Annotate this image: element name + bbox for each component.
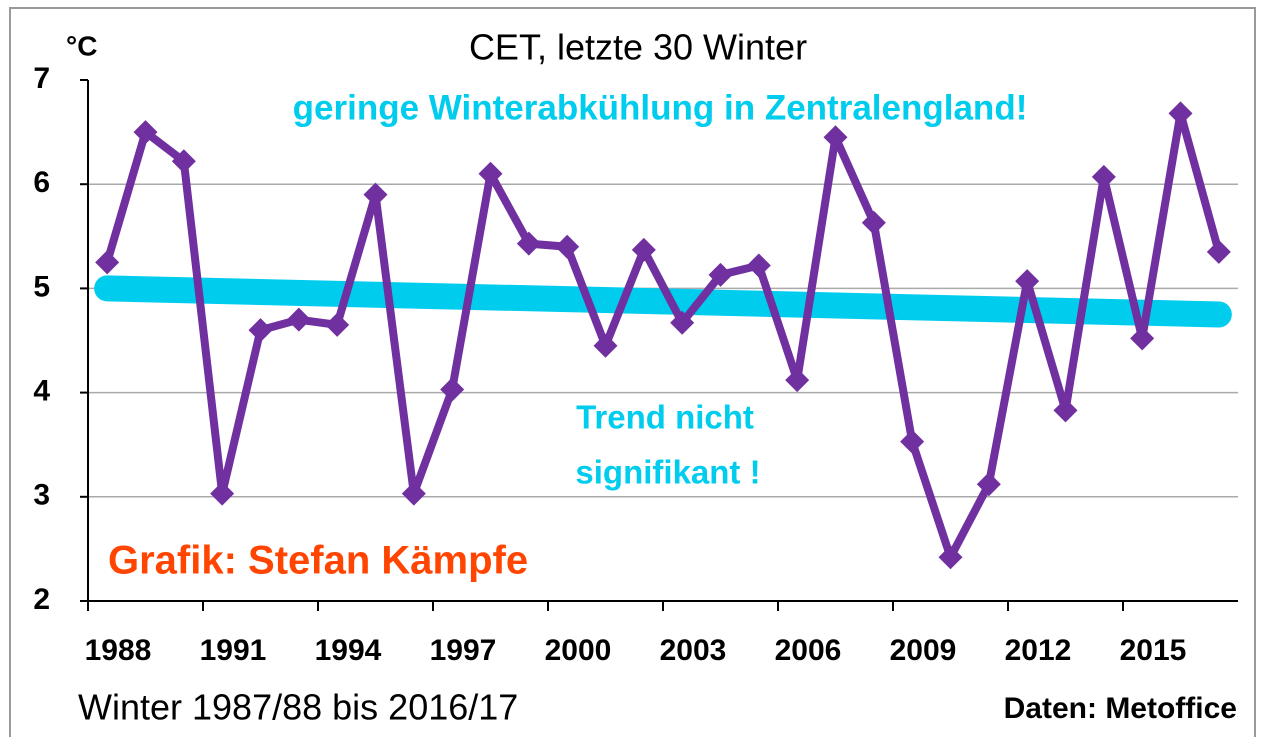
point: [861, 210, 886, 235]
point: [133, 120, 158, 145]
point: [1168, 101, 1193, 126]
y-tick-label: 7: [33, 62, 50, 95]
point: [401, 481, 426, 506]
annotation: signifikant !: [575, 454, 760, 491]
x-tick-label: 1994: [315, 634, 382, 667]
x-tick-label: 2012: [1005, 634, 1072, 667]
point: [785, 368, 810, 393]
point: [593, 333, 618, 358]
x-tick-label: 2015: [1120, 634, 1187, 667]
frame: [9, 7, 1256, 742]
x-tick-label: 2003: [660, 634, 727, 667]
x-tick-label: 1991: [200, 634, 267, 667]
point: [363, 182, 388, 207]
point: [171, 149, 196, 174]
y-tick-label: 6: [33, 166, 50, 199]
marks: [94, 101, 1232, 570]
chart-title: CET, letzte 30 Winter: [469, 27, 807, 68]
point: [1015, 269, 1040, 294]
y-tick-label: 5: [33, 270, 50, 303]
point: [1130, 326, 1155, 351]
point: [210, 481, 235, 506]
y-tick-label: 3: [33, 479, 50, 512]
source: Daten: Metoffice: [1004, 692, 1237, 725]
point: [555, 234, 580, 259]
annotation: geringe Winterabkühlung in Zentralenglan…: [293, 88, 1028, 127]
point: [900, 429, 925, 454]
grid: 2 3 4 5 6 7 1988 1991 1994 1997 2000 2003 2006 2009 20…: [33, 62, 1238, 667]
x-tick-label: 1988: [85, 634, 152, 667]
y-tick-label: 4: [33, 375, 50, 408]
point: [478, 161, 503, 186]
point: [1053, 398, 1078, 423]
point: [976, 472, 1001, 497]
point: [670, 310, 695, 335]
point: [938, 545, 963, 570]
y-tick-label: 2: [33, 583, 50, 616]
point: [286, 307, 311, 332]
point: [95, 250, 120, 275]
point: [1206, 239, 1231, 264]
point: [325, 312, 350, 337]
x-tick-label: 2006: [775, 634, 842, 667]
y-unit: °C: [66, 30, 97, 61]
point: [746, 253, 771, 278]
point: [823, 125, 848, 150]
x-tick-label: 2009: [890, 634, 957, 667]
x-tick-label: 2000: [545, 634, 612, 667]
credit: Grafik: Stefan Kämpfe: [108, 539, 528, 583]
point: [440, 377, 465, 402]
x-tick-label: 1997: [430, 634, 497, 667]
point: [248, 318, 273, 343]
point: [708, 262, 733, 287]
point: [1091, 164, 1116, 189]
annotation: Trend nicht: [576, 399, 754, 436]
x-axis-label: Winter 1987/88 bis 2016/17: [78, 687, 518, 728]
point: [516, 231, 541, 256]
point: [631, 237, 656, 262]
